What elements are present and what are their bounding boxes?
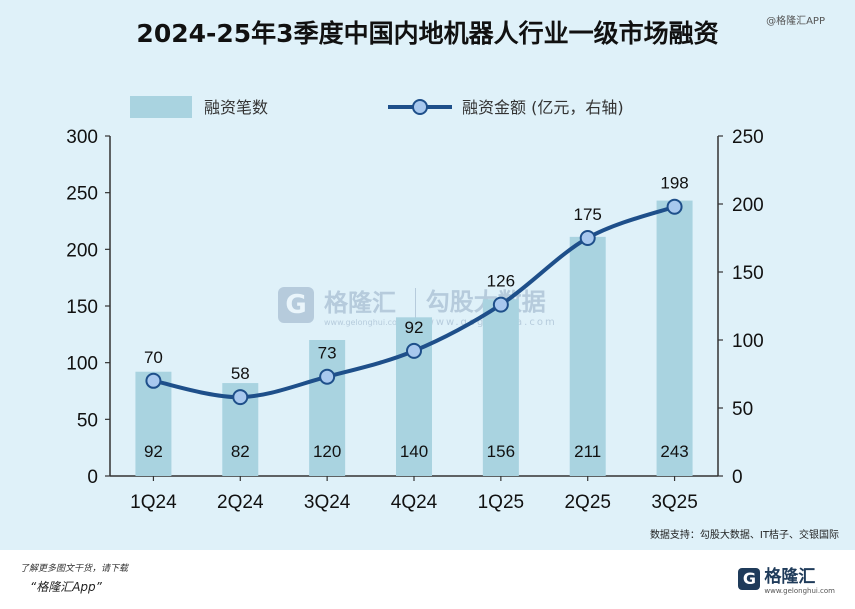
right-tick-label: 200	[732, 195, 764, 216]
amount-point	[319, 368, 336, 385]
left-tick-label: 50	[77, 410, 98, 431]
amount-value-label: 126	[487, 272, 515, 291]
chart-title: 2024-25年3季度中国内地机器人行业一级市场融资	[136, 19, 719, 48]
x-tick-label: 2Q24	[217, 492, 264, 513]
bar-value-label: 92	[144, 442, 163, 461]
watermark-logo-icon: G	[278, 287, 314, 323]
x-tick-label: 2Q25	[564, 492, 610, 513]
left-tick-label: 250	[66, 184, 98, 205]
x-tick-label: 1Q25	[478, 492, 524, 513]
left-tick-label: 300	[66, 127, 98, 148]
x-tick-label: 4Q24	[391, 492, 438, 513]
amount-value-label: 73	[318, 344, 337, 363]
bar	[135, 371, 172, 476]
left-tick-label: 0	[87, 467, 98, 488]
right-tick-label: 0	[732, 467, 743, 488]
legend-bar-label: 融资笔数	[204, 98, 268, 117]
footer-logo-url: www.gelonghui.com	[764, 587, 835, 595]
x-tick-label: 1Q24	[130, 492, 177, 513]
amount-point	[492, 296, 509, 313]
watermark-brand-group: 格隆汇 www.gelonghui.com	[324, 283, 405, 327]
amount-value-label: 70	[144, 348, 163, 367]
bar-value-label: 120	[313, 442, 341, 461]
bar	[482, 299, 519, 476]
amount-value-label: 175	[574, 205, 602, 224]
bar	[569, 236, 606, 476]
brand-tag: @格隆汇APP	[766, 16, 825, 27]
amount-value-label: 92	[405, 318, 424, 337]
amount-point	[145, 372, 162, 389]
x-tick-label: 3Q25	[651, 492, 697, 513]
left-tick-label: 150	[66, 297, 98, 318]
gelonghui-logo-icon: G	[738, 567, 761, 590]
bar-value-label: 156	[487, 442, 515, 461]
right-tick-label: 100	[732, 331, 764, 352]
legend-line-label: 融资金额 (亿元，右轴)	[462, 98, 624, 117]
footer-note: 了解更多图文干货，请下载	[20, 564, 129, 574]
left-tick-label: 200	[66, 240, 98, 261]
watermark-divider	[414, 288, 416, 322]
right-tick-label: 50	[732, 399, 753, 420]
chart-svg: 0 50 100 150 200 250 300 0 50 100 150 200 250 92 82 120…	[66, 96, 764, 513]
source-note: 数据支持：勾股大数据、IT桔子、交银国际	[649, 530, 839, 541]
bar-value-label: 211	[574, 442, 601, 461]
footer-app-name: “格隆汇App”	[30, 580, 102, 594]
x-tick-label: 3Q24	[304, 492, 351, 513]
amount-value-label: 198	[660, 174, 688, 193]
bar	[656, 200, 693, 476]
amount-value-label: 58	[231, 364, 250, 383]
right-tick-label: 150	[732, 263, 764, 284]
left-tick-label: 100	[66, 354, 98, 375]
right-tick-label: 250	[732, 127, 764, 148]
legend-line-marker	[412, 99, 428, 115]
bar-value-label: 82	[231, 442, 250, 461]
amount-point	[406, 342, 422, 359]
amount-point	[666, 198, 683, 215]
amount-point	[232, 389, 249, 406]
bar	[309, 340, 346, 476]
bar-value-label: 243	[660, 442, 688, 461]
watermark-brand: 格隆汇	[324, 289, 396, 317]
footer-logo[interactable]: G 格隆汇 www.gelonghui.com	[738, 562, 835, 595]
legend-bar-swatch	[130, 96, 192, 118]
footer-logo-text: 格隆汇	[764, 567, 816, 587]
amount-point	[579, 230, 596, 246]
bar-value-label: 140	[400, 442, 428, 461]
watermark-brand-url: www.gelonghui.com	[324, 318, 405, 327]
